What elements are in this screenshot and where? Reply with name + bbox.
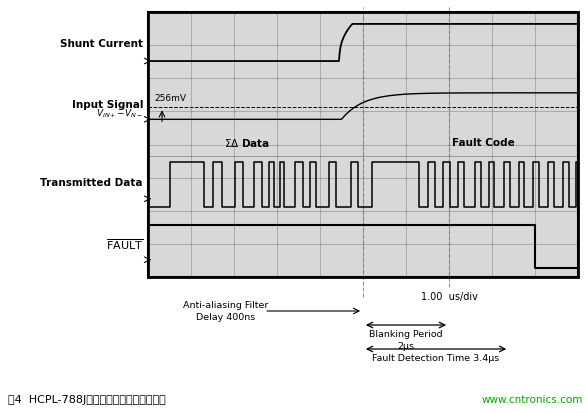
Bar: [148, 12, 578, 277]
Text: Anti-aliasing Filter: Anti-aliasing Filter: [183, 301, 268, 309]
Text: Shunt Current: Shunt Current: [60, 39, 143, 49]
Text: $\Sigma\Delta$ Data: $\Sigma\Delta$ Data: [224, 137, 270, 149]
Text: 2μs: 2μs: [397, 342, 415, 351]
Text: www.cntronics.com: www.cntronics.com: [482, 395, 583, 405]
Text: Delay 400ns: Delay 400ns: [196, 313, 255, 323]
Text: Input Signal: Input Signal: [72, 100, 143, 110]
Text: Blanking Period: Blanking Period: [369, 330, 443, 339]
Text: 图4  HCPL-788J隔离放大器错误检测时间图: 图4 HCPL-788J隔离放大器错误检测时间图: [8, 395, 166, 405]
Text: Transmitted Data: Transmitted Data: [41, 178, 143, 188]
Text: 1.00  us/div: 1.00 us/div: [420, 292, 477, 302]
Text: $V_{IN+}$$-$$V_{N-}$: $V_{IN+}$$-$$V_{N-}$: [96, 108, 143, 120]
Text: Fault Code: Fault Code: [452, 138, 514, 148]
Bar: [148, 12, 578, 277]
Text: 256mV: 256mV: [154, 95, 186, 103]
Text: Fault Detection Time 3.4μs: Fault Detection Time 3.4μs: [372, 354, 500, 363]
Text: $\overline{\rm FAULT}$: $\overline{\rm FAULT}$: [106, 238, 143, 252]
